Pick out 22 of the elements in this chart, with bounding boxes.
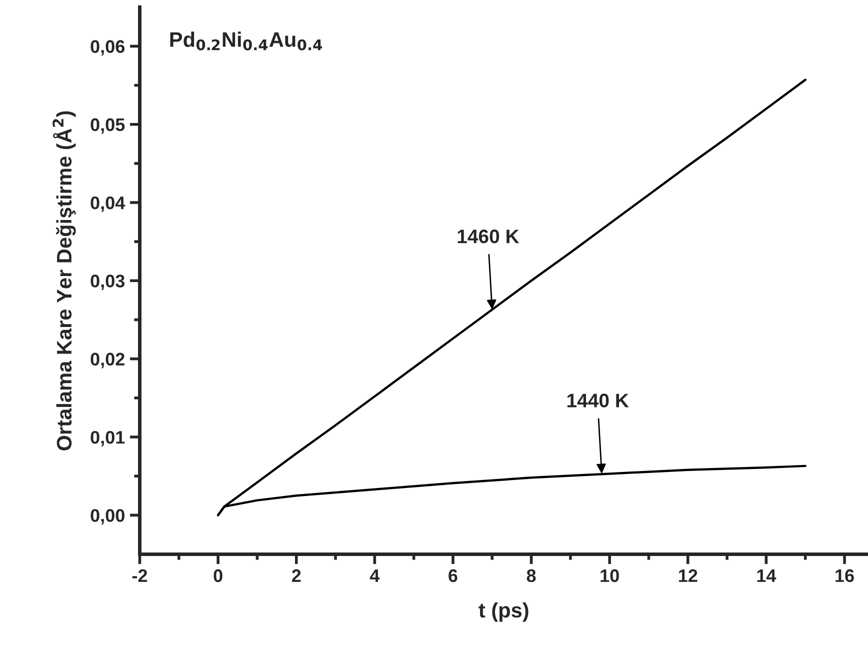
x-tick-label: 4 <box>370 569 380 582</box>
x-tick-label: 0 <box>214 569 222 582</box>
x-tick-label: 16 <box>836 569 854 582</box>
text: Pd$_{0.2}$Ni$_{0.4}$Au$_{0.4}$ <box>170 32 322 50</box>
x-tick-label: 2 <box>292 569 301 582</box>
y-axis-title: Ortalama Kare Yer Değiştirme (Å$^{2}$) <box>52 111 76 450</box>
y-tick-label: 0,00 <box>90 509 124 525</box>
y-tick-label: 0,02 <box>90 352 124 368</box>
x-tick-label: 8 <box>526 569 536 582</box>
x-tick-label: 14 <box>757 569 776 582</box>
y-tick-label: 0,03 <box>90 274 125 290</box>
x-tick-label: 12 <box>678 569 698 582</box>
x-axis-title: t (ps) <box>478 602 528 622</box>
y-tick-label: 0,06 <box>90 40 125 56</box>
annotation: 1440 K <box>567 394 629 408</box>
x-tick-label: 6 <box>448 569 458 582</box>
y-tick-label: 0,01 <box>90 430 125 446</box>
y-tick-label: 0,05 <box>90 118 125 134</box>
annotation: 1460 K <box>458 230 520 244</box>
x-tick-label: -2 <box>132 569 148 582</box>
x-tick-label: 10 <box>600 569 619 582</box>
y-tick-label: 0,04 <box>90 196 126 212</box>
